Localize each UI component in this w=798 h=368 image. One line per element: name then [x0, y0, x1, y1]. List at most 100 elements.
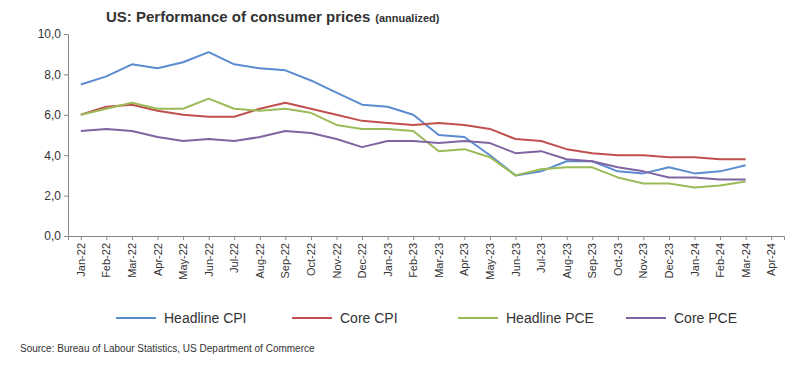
x-tick-mark: [695, 236, 696, 240]
x-tick: Jan-24: [689, 236, 701, 277]
x-tick: Apr-23: [458, 236, 470, 276]
y-tick: 4,0: [44, 149, 68, 163]
x-tick-label: Jan-22: [75, 243, 87, 277]
x-tick-label: Feb-24: [714, 243, 726, 278]
x-tick-label: Oct-23: [612, 243, 624, 276]
x-tick: Dec-22: [356, 236, 368, 278]
x-tick-mark: [158, 236, 159, 240]
x-tick-label: Jun-22: [203, 243, 215, 277]
y-tick-mark: [64, 74, 68, 75]
x-tick-mark: [669, 236, 670, 240]
x-tick: Jan-23: [382, 236, 394, 277]
legend-item: Headline CPI: [116, 310, 247, 326]
x-tick: Nov-23: [637, 236, 649, 278]
x-tick-mark: [183, 236, 184, 240]
x-tick-mark: [643, 236, 644, 240]
legend-item: Core PCE: [626, 310, 737, 326]
y-tick-label: 8,0: [44, 68, 61, 82]
x-tick-label: Dec-22: [356, 243, 368, 278]
legend-swatch: [116, 317, 156, 319]
x-tick-mark: [771, 236, 772, 240]
x-tick-mark: [388, 236, 389, 240]
x-tick-mark: [81, 236, 82, 240]
legend-label: Core PCE: [674, 310, 737, 326]
x-tick: Apr-24: [765, 236, 777, 276]
legend-swatch: [458, 317, 498, 319]
series-line: [81, 129, 746, 180]
x-tick-mark: [618, 236, 619, 240]
y-axis-line: [64, 35, 69, 237]
x-tick-label: Mar-22: [126, 243, 138, 278]
x-axis-line: [69, 237, 785, 241]
x-tick-label: Jul-22: [228, 243, 240, 273]
x-tick-label: Nov-23: [637, 243, 649, 278]
x-tick-label: Sep-23: [586, 243, 598, 278]
x-tick-label: May-23: [484, 243, 496, 280]
x-tick: Feb-22: [100, 236, 112, 278]
x-tick-label: Jan-24: [689, 243, 701, 277]
x-tick-mark: [490, 236, 491, 240]
y-axis: 0,0 2,0 4,0 6,0 8,0 10,0: [38, 27, 69, 243]
x-tick-mark: [132, 236, 133, 240]
x-tick: Dec-23: [663, 236, 675, 278]
y-tick-label: 10,0: [38, 27, 62, 41]
x-tick-label: Sep-22: [279, 243, 291, 278]
x-tick: Jun-23: [510, 236, 522, 277]
x-tick-mark: [260, 236, 261, 240]
y-tick-mark: [64, 196, 68, 197]
y-tick-mark: [64, 236, 68, 237]
subtitle: (annualized): [375, 12, 440, 24]
chart: US: Performance of consumer prices(annua…: [0, 0, 798, 368]
x-tick-label: Mar-24: [740, 243, 752, 278]
legend-label: Core CPI: [340, 310, 398, 326]
legend-swatch: [626, 317, 666, 319]
x-tick: Jul-23: [535, 236, 547, 273]
x-tick-mark: [285, 236, 286, 240]
x-tick-mark: [106, 236, 107, 240]
x-tick-mark: [337, 236, 338, 240]
x-tick: Oct-22: [305, 236, 317, 276]
x-tick: Jul-22: [228, 236, 240, 273]
x-tick-mark: [516, 236, 517, 240]
x-tick-label: Apr-24: [765, 243, 777, 276]
x-tick: Feb-23: [407, 236, 419, 278]
x-tick-label: Aug-22: [254, 243, 266, 278]
x-tick-mark: [592, 236, 593, 240]
x-tick-mark: [439, 236, 440, 240]
x-tick: Mar-24: [740, 236, 752, 278]
x-axis: Jan-22Feb-22Mar-22Apr-22May-22Jun-22Jul-…: [69, 236, 785, 280]
x-tick-mark: [746, 236, 747, 240]
plot: 0,0 2,0 4,0 6,0 8,0 10,0 Jan-22 Feb-22 Mar-22 Apr…: [38, 27, 785, 279]
x-tick-label: Dec-23: [663, 243, 675, 278]
x-tick-label: Mar-23: [433, 243, 445, 278]
x-tick: Feb-24: [714, 236, 726, 278]
y-tick: 8,0: [44, 68, 68, 82]
y-tick-label: 6,0: [44, 108, 61, 122]
x-tick: Aug-23: [561, 236, 573, 278]
x-tick: May-22: [177, 236, 189, 280]
x-tick-mark: [567, 236, 568, 240]
x-tick-label: Feb-22: [100, 243, 112, 278]
legend-item: Headline PCE: [458, 310, 594, 326]
x-tick-mark: [541, 236, 542, 240]
y-tick-mark: [64, 155, 68, 156]
y-tick-label: 0,0: [44, 229, 61, 243]
x-tick: Mar-23: [433, 236, 445, 278]
y-tick: 0,0: [44, 229, 68, 243]
x-tick-label: Nov-22: [331, 243, 343, 278]
y-tick-label: 2,0: [44, 189, 61, 203]
annotation: Source: Bureau of Labour Statistics, US …: [20, 343, 315, 354]
x-tick-mark: [234, 236, 235, 240]
y-tick-mark: [64, 34, 68, 35]
y-tick: 10,0: [38, 27, 68, 41]
x-tick: Sep-23: [586, 236, 598, 278]
x-tick-label: Apr-23: [458, 243, 470, 276]
x-tick: Oct-23: [612, 236, 624, 276]
x-tick-label: Feb-23: [407, 243, 419, 278]
x-tick: Mar-22: [126, 236, 138, 278]
legend-item: Core CPI: [292, 310, 398, 326]
x-tick-mark: [362, 236, 363, 240]
x-tick: Nov-22: [331, 236, 343, 278]
x-tick-label: Jan-23: [382, 243, 394, 277]
series-line: [81, 99, 746, 188]
